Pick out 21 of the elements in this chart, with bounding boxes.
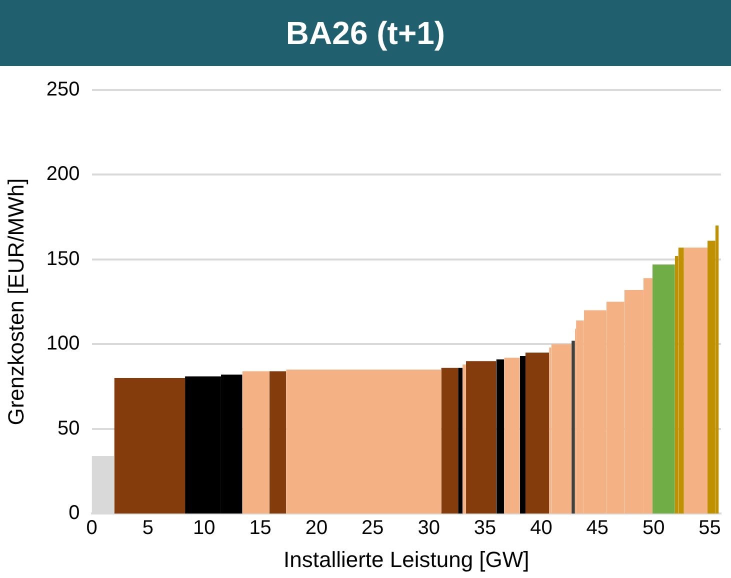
y-tick-label: 250 bbox=[46, 78, 80, 101]
x-tick-label: 30 bbox=[418, 517, 440, 540]
chart-title: BA26 (t+1) bbox=[0, 0, 731, 66]
x-tick-label: 25 bbox=[362, 517, 384, 540]
x-tick-label: 50 bbox=[642, 517, 665, 540]
x-tick-label: 15 bbox=[249, 517, 272, 540]
x-tick-label: 55 bbox=[698, 517, 721, 540]
x-tick-label: 20 bbox=[305, 517, 328, 540]
x-axis-title: Installierte Leistung [GW] bbox=[283, 546, 530, 572]
x-tick-label: 40 bbox=[530, 517, 552, 540]
y-tick-label: 100 bbox=[46, 332, 80, 355]
y-tick-label: 200 bbox=[46, 163, 80, 186]
x-tick-label: 5 bbox=[142, 517, 154, 540]
y-tick-label: 150 bbox=[46, 248, 80, 270]
x-tick-label: 10 bbox=[193, 517, 216, 540]
y-axis-title: Grenzkosten [EUR/MWh] bbox=[3, 178, 28, 426]
x-tick-label: 45 bbox=[586, 517, 609, 540]
x-tick-label: 35 bbox=[474, 517, 496, 540]
y-tick-label: 50 bbox=[58, 417, 80, 440]
x-tick-label: 0 bbox=[86, 517, 98, 540]
y-tick-label: 0 bbox=[68, 502, 80, 524]
